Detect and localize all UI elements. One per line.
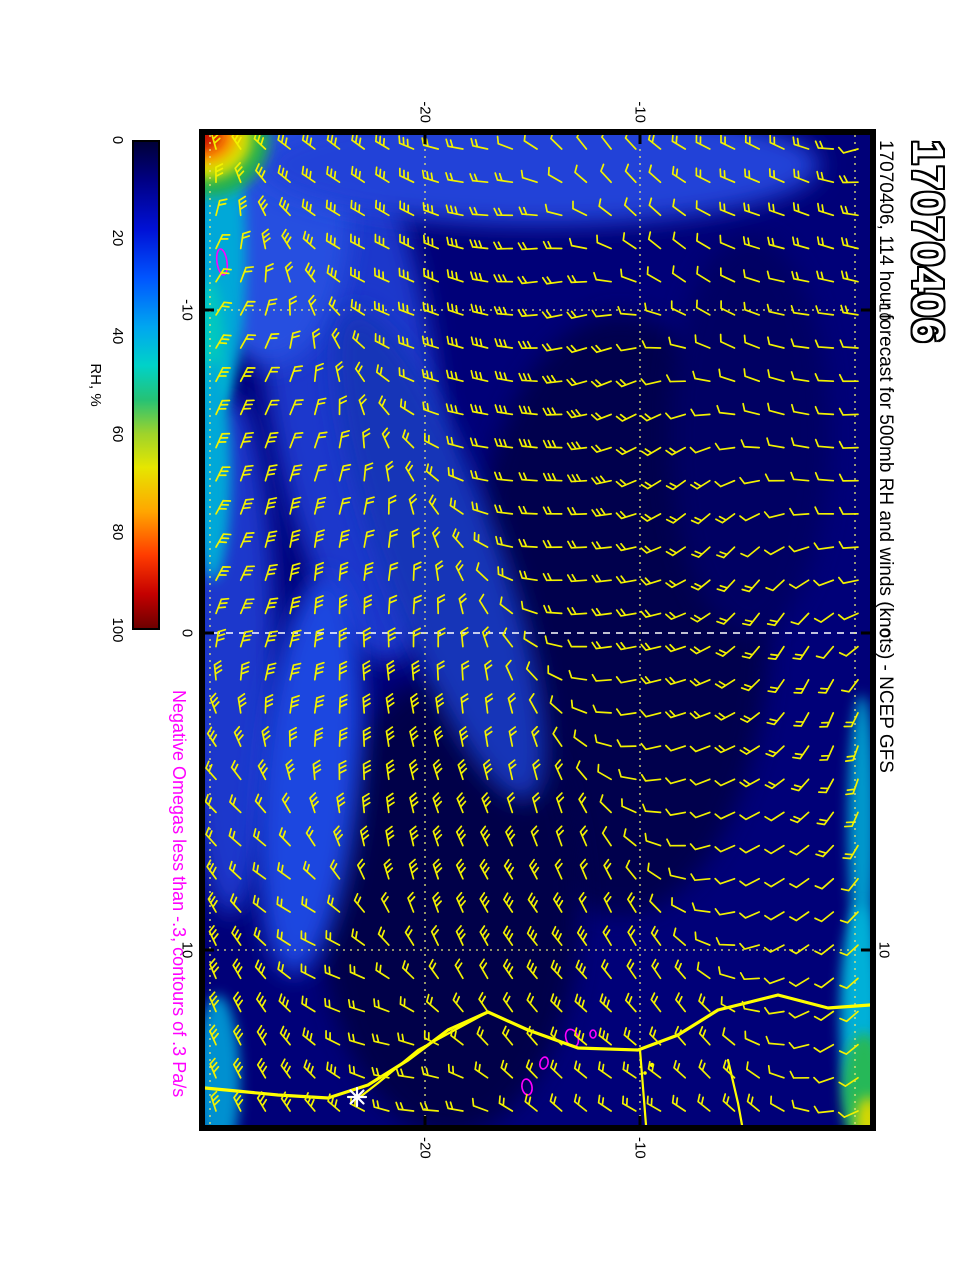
graticule (205, 135, 870, 1125)
run-id-heading: 17070406 (903, 140, 952, 344)
colorbar-tick-label: 20 (109, 229, 126, 247)
colorbar-tick-label: 40 (109, 327, 126, 345)
wind-barbs (205, 135, 859, 1118)
colorbar-tick-row: 0 20 40 60 80 100 (108, 136, 126, 643)
star-marker (346, 1086, 368, 1108)
axis-tick-label: -10 (631, 1137, 649, 1159)
colorbar-tick-label: 80 (109, 523, 126, 541)
map-canvas (205, 135, 870, 1125)
axis-tick-label: 10 (178, 941, 196, 959)
axis-tick-label: -10 (875, 299, 893, 321)
axis-tick-label: 10 (875, 941, 893, 959)
axis-tick-label: -20 (416, 1137, 434, 1159)
axis-tick-label: 0 (178, 628, 196, 638)
colorbar-axis-label: RH, % (87, 363, 104, 407)
map-frame (199, 129, 876, 1131)
rh-colorbar (132, 140, 160, 630)
axis-tick-label: 0 (875, 628, 893, 638)
rh-field-blobs (205, 135, 870, 1125)
colorbar-tick-label: 60 (109, 425, 126, 443)
omega-caption: Negative Omegas less than -.3, contours … (169, 690, 189, 1098)
axis-tick-label: -20 (416, 101, 434, 123)
colorbar-tick-label: 0 (109, 135, 126, 145)
colorbar-tick-label: 100 (109, 617, 126, 643)
axis-ticks (205, 135, 870, 1125)
axis-tick-label: -10 (178, 299, 196, 321)
axis-tick-label: -10 (631, 101, 649, 123)
plot-title: 17070406, 114 hour forecast for 500mb RH… (875, 140, 896, 773)
